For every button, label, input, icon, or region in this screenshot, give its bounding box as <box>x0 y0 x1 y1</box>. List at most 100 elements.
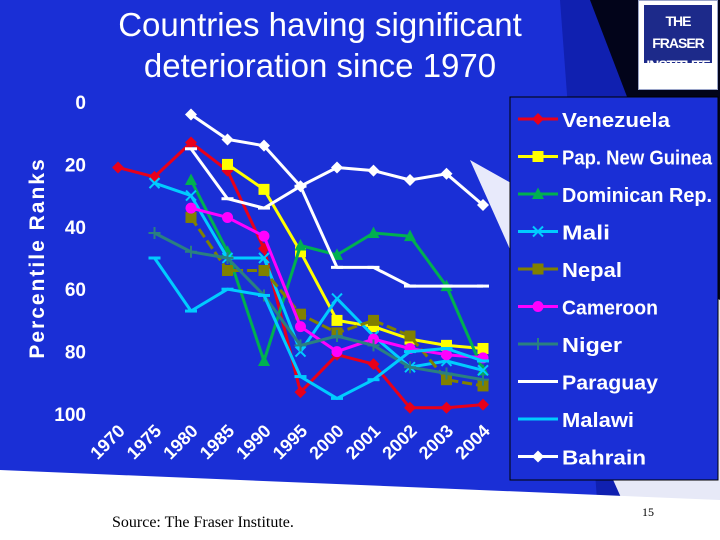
legend-label-venezuela: Venezuela <box>562 110 671 132</box>
series-dominican-rep-point <box>331 248 343 260</box>
logo-mark: THE FRASER INSTITUTE <box>644 5 712 73</box>
series-niger-point <box>185 245 197 258</box>
series-nepal-point <box>441 374 452 386</box>
series-bahrain-point <box>477 198 489 211</box>
legend-label-niger: Niger <box>562 335 622 357</box>
series-dominican-rep-point <box>185 173 197 185</box>
x-tick-label: 1975 <box>123 421 165 463</box>
y-tick-label: 80 <box>65 343 86 364</box>
series-niger-point <box>367 339 380 352</box>
series-cameroon-point <box>258 230 270 242</box>
series-venezuela-point <box>367 358 380 371</box>
series-dominican-rep-point <box>404 229 416 242</box>
series-niger-point <box>440 367 453 380</box>
legend-niger-point <box>532 338 544 350</box>
legend-nepal-point <box>532 263 544 275</box>
series-line-mali <box>154 181 484 372</box>
series-dominican-rep-point <box>367 226 380 239</box>
series-bahrain-point <box>404 174 416 186</box>
series-cameroon-point <box>222 211 233 223</box>
series-bahrain-point <box>258 139 270 152</box>
series-nepal-point <box>258 264 270 276</box>
series-cameroon-point <box>441 349 452 361</box>
legend-box <box>509 96 719 481</box>
y-tick-label: 40 <box>65 218 86 239</box>
slide-title: Countries having significant deteriorati… <box>60 4 580 86</box>
series-mali-point <box>477 364 489 377</box>
series-niger-point <box>221 252 234 264</box>
series-pap-new-guinea-point <box>441 339 452 351</box>
series-nepal-point <box>477 380 489 392</box>
x-tick-label: 2002 <box>378 421 420 463</box>
logo-line-1: THE FRASER <box>652 13 705 51</box>
series-nepal-point <box>295 308 306 320</box>
legend-venezuela-point <box>532 113 544 125</box>
series-bahrain-point <box>185 108 197 121</box>
page-number: 15 <box>642 505 654 519</box>
x-tick-label: 2004 <box>451 421 493 463</box>
title-line-2: deterioration since 1970 <box>143 47 497 84</box>
series-venezuela-point <box>404 401 416 414</box>
legend-cameroon-point <box>532 301 544 312</box>
series-nepal-point <box>222 264 233 276</box>
series-niger-point <box>331 330 343 342</box>
series-line-malawi <box>153 257 484 400</box>
series-bahrain-point <box>294 180 307 193</box>
legend-pap-new-guinea-point <box>532 151 544 162</box>
series-pap-new-guinea-point <box>295 246 306 258</box>
series-niger-point <box>404 361 416 374</box>
series-pap-new-guinea-point <box>331 314 343 326</box>
series-mali-point <box>148 177 161 189</box>
series-line-pap-new-guinea <box>226 163 484 350</box>
series-dominican-rep-point <box>258 354 270 366</box>
series-cameroon-point <box>295 321 306 333</box>
legend-dominican-rep-point <box>532 187 544 199</box>
series-bahrain-point <box>367 164 380 177</box>
x-tick-label: 1980 <box>159 421 201 463</box>
y-tick-label: 20 <box>65 155 86 176</box>
legend-label-dominican-rep: Dominican Rep. <box>562 185 712 207</box>
series-mali-point <box>331 292 343 305</box>
x-tick-label: 2000 <box>305 421 347 463</box>
x-tick-label: 1995 <box>269 421 311 463</box>
series-bahrain-point <box>221 133 234 146</box>
series-niger-point <box>294 339 307 352</box>
series-niger-point <box>477 373 489 386</box>
series-dominican-rep-point <box>294 239 307 251</box>
series-mali-point <box>294 345 307 358</box>
series-cameroon-point <box>368 333 379 345</box>
legend-label-pap-new-guinea: Pap. New Guinea <box>562 148 713 170</box>
series-bahrain-point <box>440 167 453 180</box>
series-venezuela-point <box>112 161 124 174</box>
y-tick-label: 60 <box>65 280 86 301</box>
series-nepal-point <box>404 330 416 342</box>
legend-bahrain-point <box>532 450 544 463</box>
series-nepal-point <box>185 211 197 223</box>
title-line-1: Countries having significant <box>118 6 522 43</box>
fraser-institute-logo: THE FRASER INSTITUTE <box>638 0 718 90</box>
x-tick-label: 2003 <box>415 421 457 463</box>
series-cameroon-point <box>331 346 343 358</box>
logo-line-2: INSTITUTE <box>646 57 710 73</box>
x-tick-label: 1970 <box>86 421 128 463</box>
series-pap-new-guinea-point <box>368 321 379 333</box>
x-tick-label: 2001 <box>342 421 384 463</box>
series-niger-point <box>148 227 161 240</box>
legend-label-paraguay: Paraguay <box>562 373 659 395</box>
series-bahrain-point <box>331 161 343 174</box>
y-tick-label: 0 <box>75 93 86 114</box>
source-note: Source: The Fraser Institute. <box>112 514 294 531</box>
series-venezuela-point <box>477 398 489 411</box>
legend-label-cameroon: Cameroon <box>562 298 658 320</box>
series-venezuela-point <box>440 401 453 414</box>
series-pap-new-guinea-point <box>477 342 489 354</box>
legend-label-mali: Mali <box>562 223 610 245</box>
series-nepal-point <box>368 314 379 326</box>
series-venezuela-point <box>294 386 307 399</box>
series-pap-new-guinea-point <box>258 183 270 195</box>
legend-label-nepal: Nepal <box>562 260 622 282</box>
x-tick-label: 1990 <box>232 421 274 463</box>
series-line-niger <box>153 231 484 382</box>
y-tick-label: 100 <box>54 405 86 426</box>
